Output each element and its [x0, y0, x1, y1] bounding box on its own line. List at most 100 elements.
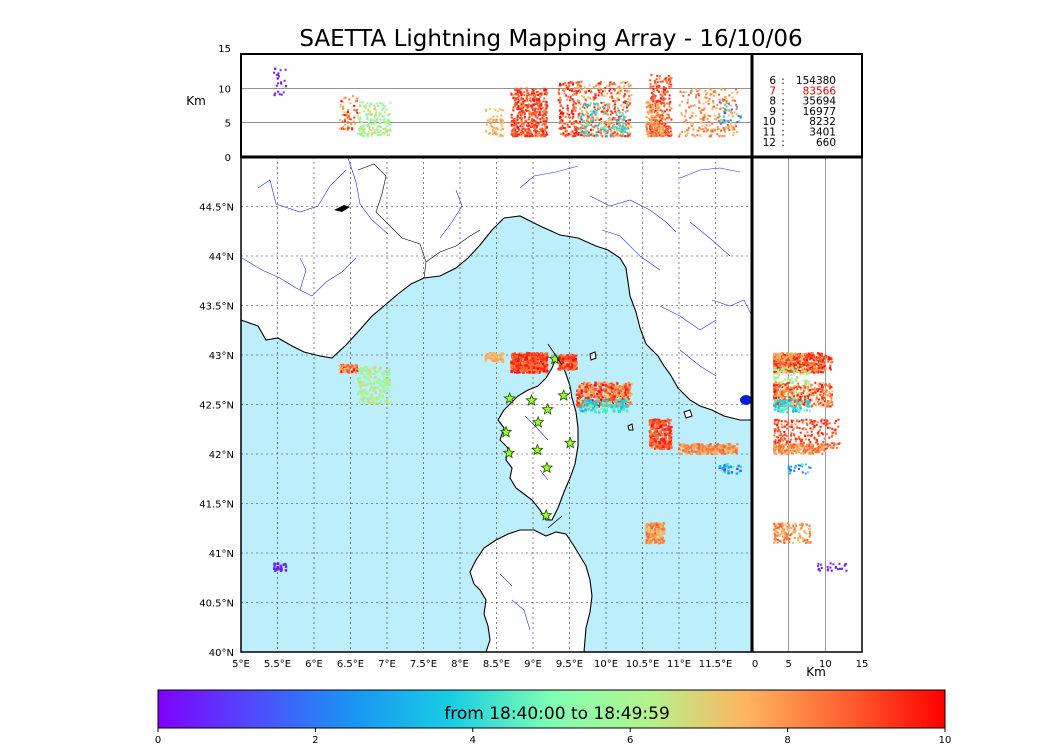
lightning-source-alt-lon	[545, 93, 548, 96]
lightning-source	[381, 390, 384, 393]
tracking-line	[547, 343, 563, 366]
lightning-source	[512, 364, 516, 367]
lightning-source-alt-lon	[574, 106, 577, 109]
lightning-source-alt-lon	[604, 104, 607, 107]
lightning-source-alt-lon	[652, 109, 655, 112]
lightning-source-alt-lon	[575, 126, 578, 129]
lightning-source-alt-lon	[379, 129, 382, 132]
lightning-source	[501, 360, 505, 364]
lightning-source-alt-lon	[663, 122, 666, 125]
lightning-source	[528, 370, 532, 374]
lightning-source-alt-lon	[530, 106, 533, 109]
lightning-source-alt-lon	[616, 132, 619, 135]
lightning-source-alt-lon	[544, 129, 547, 132]
lightning-source	[656, 444, 660, 448]
lightning-source-alt-lon	[609, 119, 612, 122]
lightning-source-alt-lon	[722, 119, 725, 122]
lightning-source-alt-lon	[376, 129, 379, 132]
lightning-source	[702, 446, 705, 449]
lightning-source-alt-lon	[661, 134, 664, 137]
lightning-source-alt-lon	[654, 130, 657, 133]
lightning-source-alt-lon	[569, 133, 572, 136]
lightning-source	[579, 405, 582, 408]
lightning-source	[646, 525, 649, 528]
lightning-source-alt-lon	[652, 110, 655, 113]
lightning-source-alt-lon	[661, 113, 664, 116]
lightning-source-alt-lon	[533, 131, 536, 134]
lightning-source-alt-lon	[613, 124, 616, 127]
lightning-source	[496, 360, 499, 363]
lightning-source-alt-lon	[663, 133, 666, 136]
lightning-source	[535, 366, 539, 369]
lightning-source	[533, 355, 536, 358]
lightning-source-alt-lon	[343, 113, 346, 116]
lightning-source-alt-lon	[655, 124, 658, 127]
lightning-source-alt-lon	[389, 101, 392, 104]
lightning-source	[733, 445, 736, 448]
lightning-source-alt-lat	[829, 366, 832, 369]
lightning-source	[532, 371, 535, 374]
lightning-source-alt-lon	[617, 127, 620, 130]
lightning-source-alt-lon	[531, 113, 534, 116]
lightning-source-alt-lon	[511, 121, 514, 124]
lightning-source-alt-lon	[537, 107, 540, 110]
lightning-source-alt-lon	[346, 128, 349, 131]
lightning-source-alt-lon	[383, 111, 386, 114]
lightning-source	[725, 463, 728, 466]
lightning-source-alt-lon	[610, 92, 613, 95]
lightning-source-alt-lon	[598, 84, 601, 87]
lightning-source-alt-lon	[510, 92, 513, 95]
lightning-source	[721, 467, 724, 470]
lightning-source-alt-lon	[606, 135, 609, 138]
lightning-source	[524, 358, 527, 361]
lightning-source	[528, 363, 531, 366]
lightning-source-alt-lon	[538, 134, 541, 137]
lightning-source	[667, 441, 670, 444]
lightning-source	[284, 563, 287, 566]
lightning-source	[607, 405, 610, 408]
lightning-source-alt-lon	[696, 90, 699, 93]
lightning-source	[579, 402, 582, 405]
lightning-source-alt-lon	[514, 88, 517, 91]
lightning-source	[650, 445, 654, 449]
lightning-source-alt-lon	[661, 122, 664, 125]
lightning-source-alt-lon	[274, 67, 277, 70]
lightning-source-alt-lon	[612, 81, 615, 84]
lightning-source	[585, 404, 589, 408]
stats-value: 16977	[803, 106, 836, 118]
lightning-source-alt-lon	[614, 103, 617, 106]
lightning-source	[624, 396, 627, 400]
lightning-source-alt-lon	[596, 124, 599, 127]
lightning-source-alt-lon	[573, 120, 576, 123]
lightning-source-alt-lon	[598, 91, 601, 94]
lightning-source-alt-lon	[588, 120, 591, 123]
lightning-source-alt-lat	[774, 364, 777, 367]
lightning-source	[738, 471, 741, 474]
lightning-source-alt-lon	[700, 111, 703, 114]
lightning-source	[355, 364, 359, 368]
lightning-source-alt-lon	[690, 105, 693, 108]
lightning-source-alt-lon	[575, 90, 578, 93]
lightning-source-alt-lon	[616, 91, 619, 94]
lightning-source-alt-lon	[693, 104, 696, 107]
lightning-source	[721, 468, 724, 472]
lightning-source-alt-lon	[344, 96, 347, 99]
lightning-source	[545, 359, 548, 362]
lightning-source	[687, 451, 691, 454]
lightning-source-alt-lon	[583, 106, 586, 109]
lightning-source	[719, 445, 723, 449]
lightning-source-alt-lon	[657, 85, 660, 88]
lightning-source-alt-lon	[498, 135, 501, 138]
lightning-source	[608, 390, 612, 393]
lightning-source-alt-lat	[808, 356, 811, 359]
lightning-source-alt-lon	[605, 129, 608, 132]
lightning-source	[603, 382, 606, 385]
lightning-source-alt-lon	[373, 108, 376, 111]
lightning-source	[616, 389, 619, 392]
lightning-source	[388, 372, 391, 375]
lightning-source-alt-lon	[573, 125, 576, 128]
lightning-source-alt-lon	[618, 92, 621, 95]
lightning-source-alt-lon	[560, 113, 563, 116]
lightning-source-alt-lon	[575, 130, 578, 133]
lightning-source	[574, 357, 578, 361]
